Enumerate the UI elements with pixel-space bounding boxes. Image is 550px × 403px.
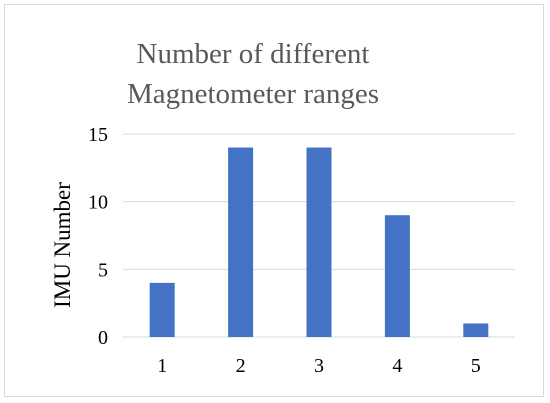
chart-title-line-2: Magnetometer ranges bbox=[127, 78, 379, 110]
y-tick-label: 5 bbox=[98, 259, 108, 281]
bar-3 bbox=[306, 147, 332, 337]
bar-1 bbox=[149, 282, 175, 337]
x-tick-labels: 1 2 3 4 5 bbox=[157, 355, 481, 377]
x-tick-label: 1 bbox=[157, 355, 167, 377]
x-tick-label: 2 bbox=[236, 355, 246, 377]
bar-5 bbox=[463, 323, 489, 337]
bar-4 bbox=[384, 215, 410, 337]
y-tick-label: 10 bbox=[88, 192, 108, 214]
x-tick-label: 4 bbox=[392, 355, 402, 377]
y-tick-labels: 0 5 10 15 bbox=[88, 124, 108, 349]
x-tick-label: 3 bbox=[314, 355, 324, 377]
y-axis-title: IMU Number bbox=[50, 182, 75, 308]
chart-frame bbox=[4, 4, 544, 397]
bar-2 bbox=[228, 147, 254, 337]
y-tick-label: 0 bbox=[98, 327, 108, 349]
chart-title-line-1: Number of different bbox=[137, 38, 370, 70]
x-tick-label: 5 bbox=[471, 355, 481, 377]
y-tick-label: 15 bbox=[88, 124, 108, 146]
bars bbox=[149, 147, 489, 337]
